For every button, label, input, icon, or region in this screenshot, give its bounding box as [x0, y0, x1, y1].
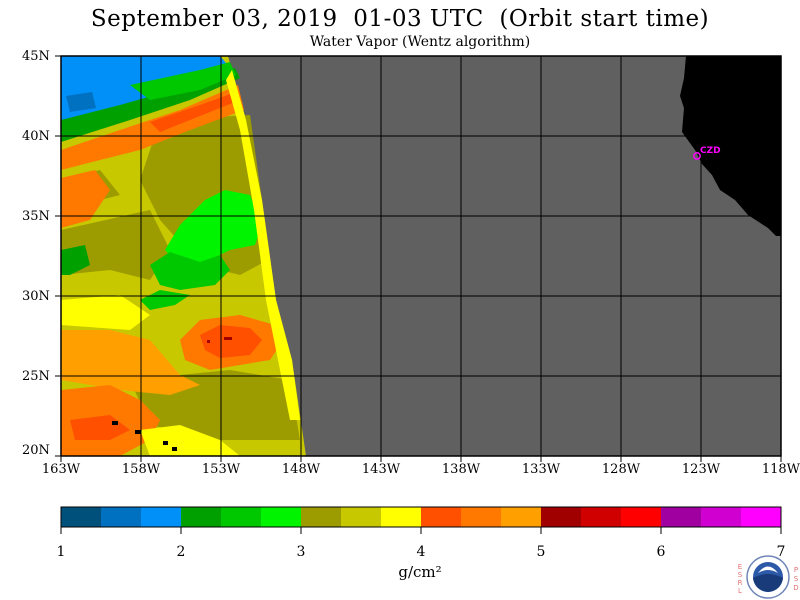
green-patch-west	[61, 245, 90, 275]
lon-label: 118W	[761, 462, 800, 477]
colorbar-swatch	[621, 507, 662, 527]
colorbar-swatch	[301, 507, 342, 527]
light-green-band-north	[130, 62, 236, 100]
land-mass	[680, 56, 781, 236]
colorbar-swatch	[701, 507, 742, 527]
station-label: CZD	[700, 146, 721, 156]
colorbar-tick-label: 2	[176, 544, 186, 560]
lon-label: 128W	[601, 462, 641, 477]
colorbar-tick-label: 5	[536, 544, 546, 560]
colorbar-tick-label: 4	[416, 544, 426, 560]
dark-red-dot	[207, 340, 210, 343]
lon-label: 133W	[521, 462, 561, 477]
colorbar-swatch	[341, 507, 382, 527]
colorbar-swatch	[141, 507, 182, 527]
yellow-edge-strip	[226, 70, 300, 420]
red-orange-blob	[200, 325, 262, 358]
yellow-band-mid	[61, 295, 150, 330]
colorbar-swatch	[541, 507, 582, 527]
lat-label: 30N	[22, 289, 50, 304]
colorbar-swatch	[381, 507, 422, 527]
colorbar-swatch	[261, 507, 302, 527]
dark-red-mark	[224, 337, 232, 340]
green-core	[165, 190, 262, 272]
colorbar	[61, 507, 782, 527]
lon-label: 143W	[361, 462, 401, 477]
colorbar-swatch	[501, 507, 542, 527]
colorbar-swatch	[181, 507, 222, 527]
orange-streak-west	[61, 170, 110, 228]
island-markers	[112, 421, 177, 451]
lon-label: 158W	[121, 462, 161, 477]
map-title: September 03, 2019 01-03 UTC (Orbit star…	[90, 6, 710, 32]
swath-layer	[61, 56, 306, 456]
lat-label: 35N	[22, 209, 50, 224]
map-subtitle: Water Vapor (Wentz algorithm)	[309, 34, 531, 50]
lon-label: 123W	[681, 462, 721, 477]
lat-label: 40N	[22, 129, 50, 144]
colorbar-tick-label: 3	[296, 544, 306, 560]
logo-psd-letters: P S D	[793, 566, 799, 592]
grid-lines	[61, 56, 781, 456]
station-marker	[693, 152, 701, 160]
colorbar-units: g/cm²	[398, 563, 442, 581]
green-strip	[140, 290, 190, 310]
noaa-logo-icon	[746, 555, 790, 599]
colorbar-swatch	[221, 507, 262, 527]
colorbar-swatch	[661, 507, 702, 527]
lat-label: 45N	[22, 49, 50, 64]
lat-label: 20N	[22, 443, 50, 458]
dark-blue-spot	[66, 92, 96, 112]
lon-label: 163W	[41, 462, 81, 477]
colorbar-swatch	[741, 507, 782, 527]
lat-label: 25N	[22, 369, 50, 384]
colorbar-swatch	[61, 507, 102, 527]
red-orange-streak	[150, 92, 240, 132]
colorbar-swatch	[461, 507, 502, 527]
logo-esrl-letters: E S R L	[737, 563, 743, 595]
colorbar-swatch	[421, 507, 462, 527]
lon-label: 148W	[281, 462, 321, 477]
yellow-south	[140, 425, 240, 456]
orange-band-mid	[61, 330, 200, 395]
tick-marks	[55, 55, 782, 462]
colorbar-ticks	[60, 527, 782, 534]
colorbar-tick-label: 7	[776, 544, 786, 560]
lon-label: 138W	[441, 462, 481, 477]
colorbar-tick-label: 1	[56, 544, 66, 560]
lon-label: 153W	[201, 462, 241, 477]
green-core-shade	[150, 252, 230, 290]
colorbar-swatch	[101, 507, 142, 527]
colorbar-tick-label: 6	[656, 544, 666, 560]
map-frame	[60, 55, 782, 457]
colorbar-swatch	[581, 507, 622, 527]
